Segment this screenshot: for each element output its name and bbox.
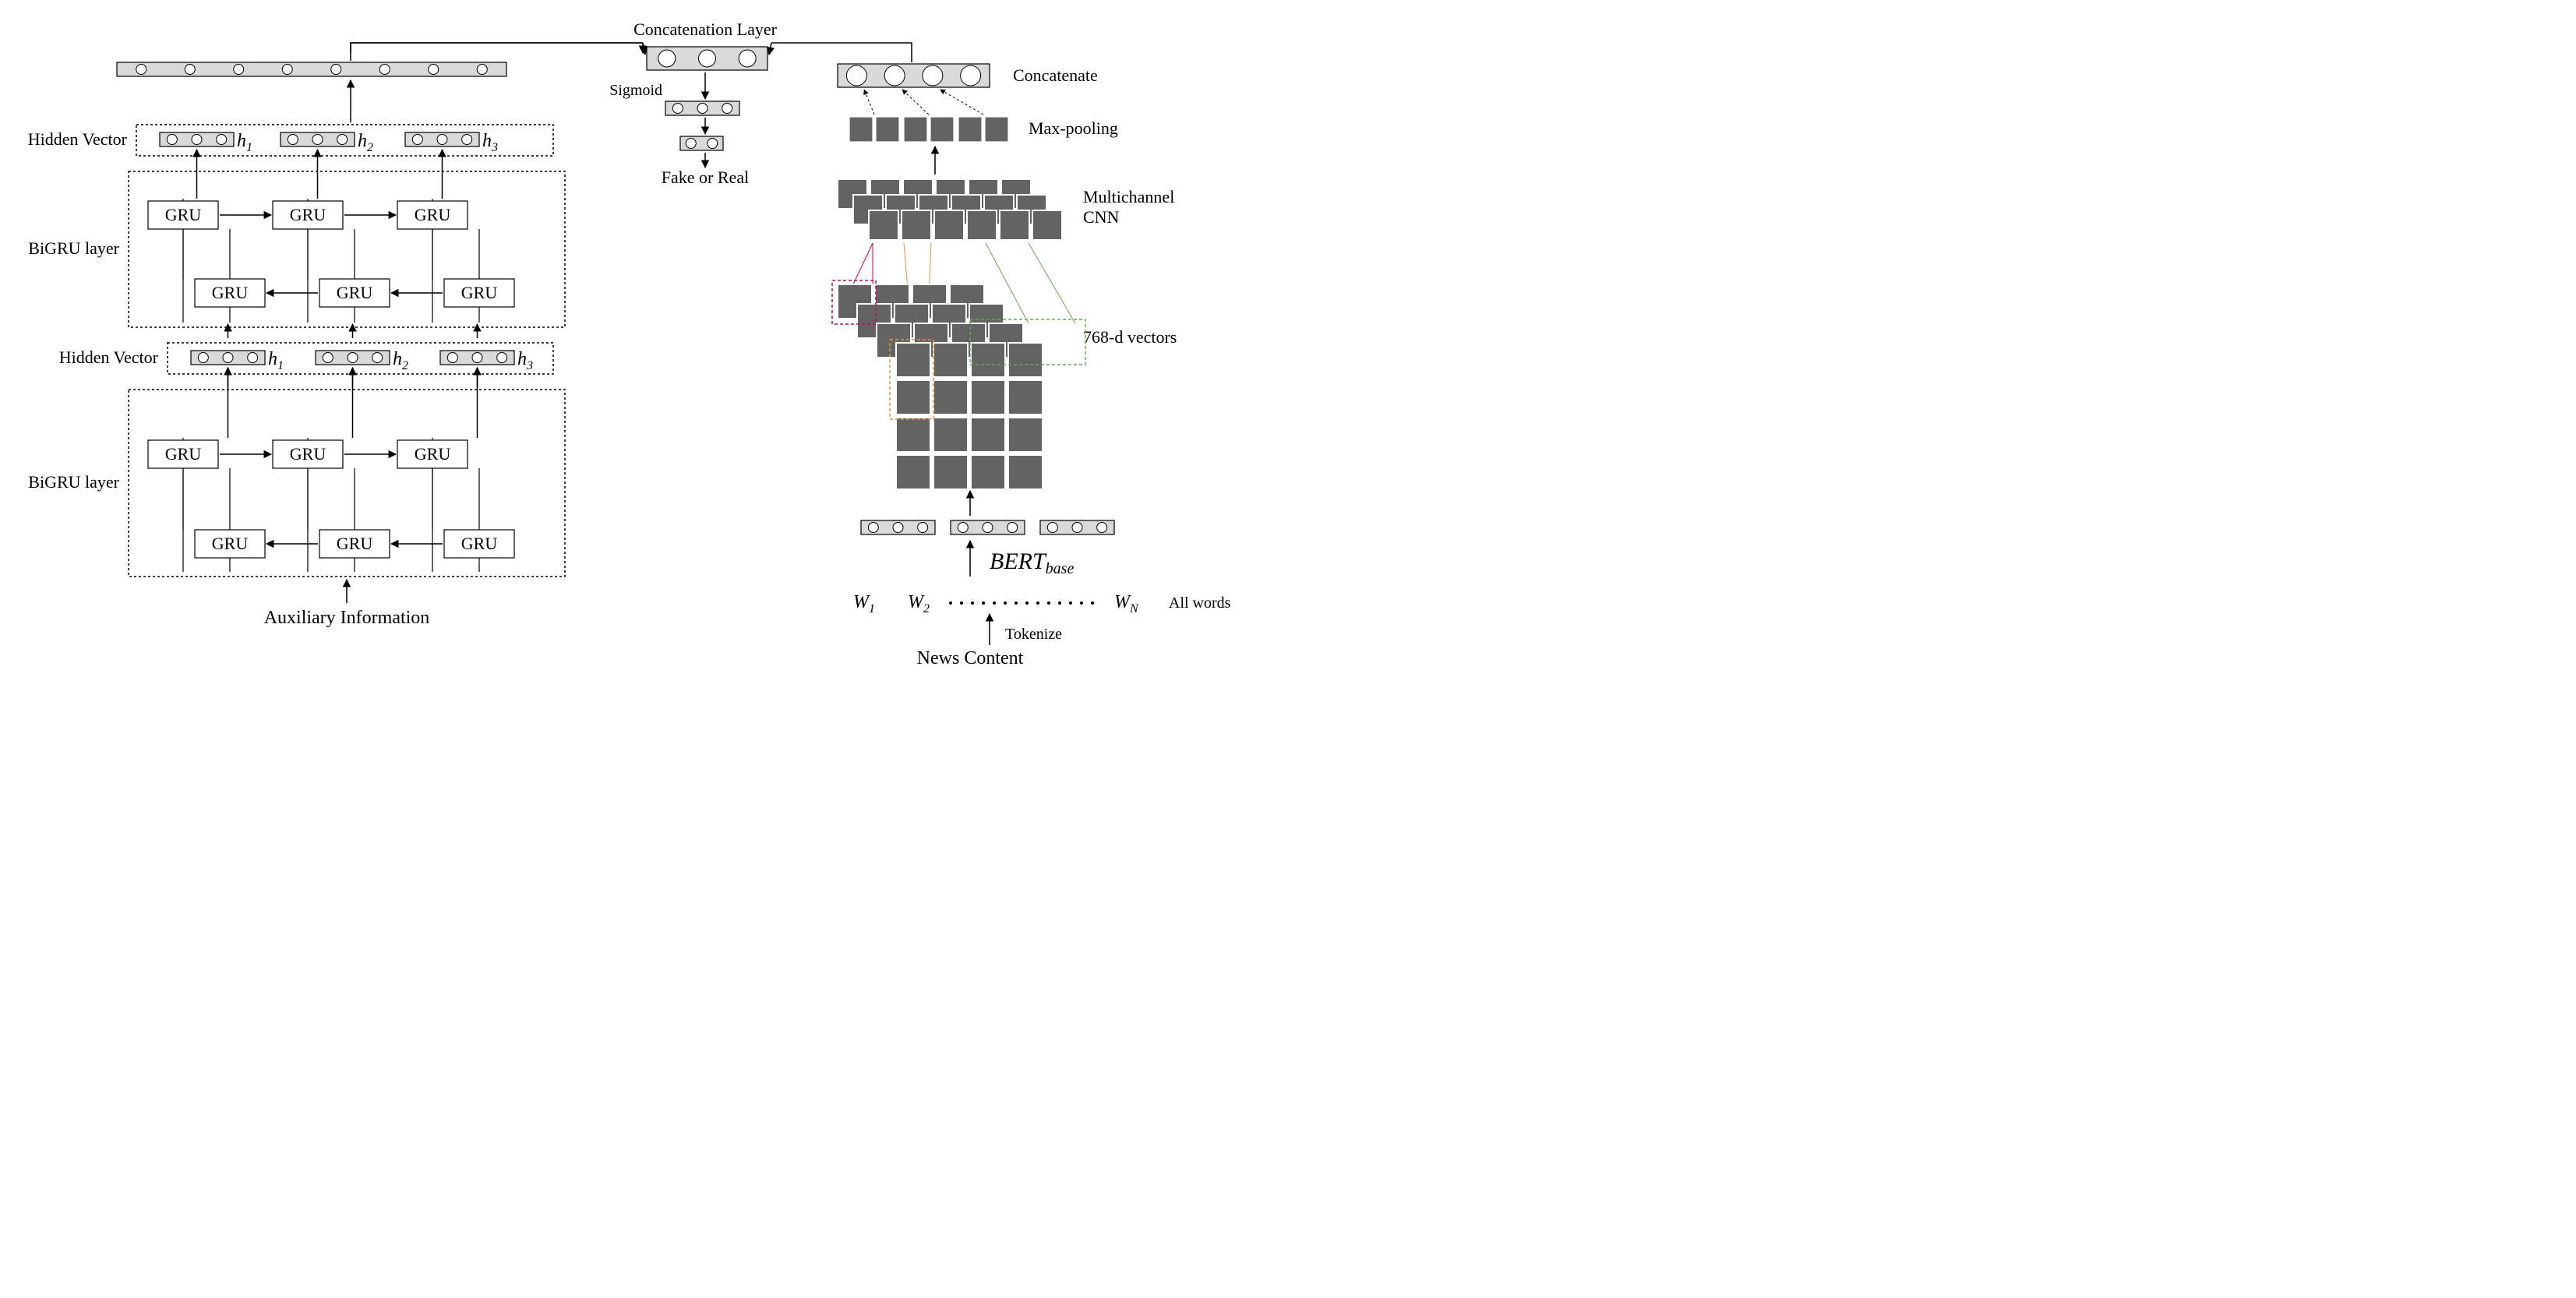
svg-text:CNN: CNN: [1083, 207, 1120, 227]
svg-text:h3: h3: [482, 131, 498, 154]
svg-text:h2: h2: [393, 349, 408, 372]
svg-text:h3: h3: [517, 349, 533, 372]
svg-text:Multichannel: Multichannel: [1083, 187, 1174, 206]
svg-text:GRU: GRU: [212, 534, 249, 553]
svg-text:GRU: GRU: [461, 283, 498, 302]
svg-text:h1: h1: [268, 349, 284, 372]
svg-text:Fake or Real: Fake or Real: [662, 168, 749, 187]
svg-text:News Content: News Content: [917, 648, 1024, 665]
svg-text:Tokenize: Tokenize: [1005, 626, 1062, 643]
svg-text:h1: h1: [237, 131, 252, 154]
svg-text:GRU: GRU: [337, 534, 373, 553]
svg-text:GRU: GRU: [415, 444, 451, 464]
svg-text:Max-pooling: Max-pooling: [1029, 118, 1118, 138]
svg-text:Auxiliary Information: Auxiliary Information: [264, 608, 430, 628]
svg-text:WN: WN: [1114, 592, 1139, 615]
svg-text:BiGRU layer: BiGRU layer: [28, 238, 119, 258]
svg-text:GRU: GRU: [165, 444, 202, 464]
svg-text:GRU: GRU: [212, 283, 249, 302]
svg-text:All words: All words: [1169, 594, 1231, 612]
svg-text:768-d vectors: 768-d vectors: [1083, 327, 1177, 347]
svg-text:GRU: GRU: [415, 205, 451, 224]
svg-text:W1: W1: [853, 592, 875, 615]
svg-text:Sigmoid: Sigmoid: [609, 82, 662, 99]
svg-text:W2: W2: [908, 592, 930, 615]
svg-text:Hidden Vector: Hidden Vector: [59, 347, 159, 367]
svg-text:BERTbase: BERTbase: [990, 548, 1074, 577]
svg-text:Concatenate: Concatenate: [1013, 65, 1098, 85]
svg-text:Concatenation Layer: Concatenation Layer: [633, 19, 778, 39]
svg-text:GRU: GRU: [290, 205, 326, 224]
svg-text:BiGRU layer: BiGRU layer: [28, 472, 119, 492]
svg-text:GRU: GRU: [337, 283, 373, 302]
svg-text:GRU: GRU: [290, 444, 326, 464]
svg-text:h2: h2: [358, 131, 373, 154]
svg-text:GRU: GRU: [461, 534, 498, 553]
svg-text:GRU: GRU: [165, 205, 202, 224]
svg-text:Hidden Vector: Hidden Vector: [28, 129, 128, 149]
architecture-diagram: Concatenation Layer Sigmoid Fake or Real Hi…: [16, 16, 1304, 665]
